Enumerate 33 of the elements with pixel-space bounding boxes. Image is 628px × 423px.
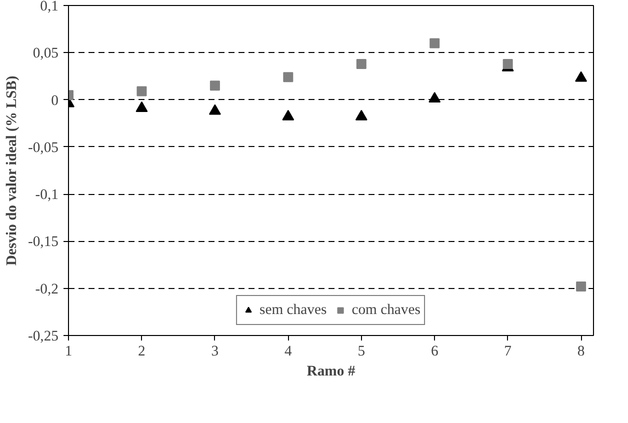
point: [502, 58, 513, 69]
point: [575, 71, 588, 82]
y-tick-label: -0,2: [35, 281, 58, 298]
y-tick-label: -0,05: [28, 140, 58, 156]
x-tick-label: 1: [64, 344, 72, 360]
point: [210, 80, 220, 91]
point: [430, 38, 440, 48]
point: [136, 86, 147, 96]
x-tick-label: 7: [504, 344, 512, 360]
x-tick-label: 4: [284, 344, 292, 360]
y-tick-label: 0,05: [32, 46, 59, 62]
point: [208, 104, 221, 115]
y-tick-label: 0: [51, 92, 58, 109]
legend-label: com chaves: [352, 302, 420, 318]
y-tick-label: -0,15: [28, 234, 58, 250]
point: [282, 110, 294, 120]
x-axis-title: Ramo #: [306, 364, 356, 380]
x-tick-label: 5: [358, 344, 366, 360]
point: [136, 101, 148, 112]
point: [356, 58, 366, 69]
x-tick-label: 3: [211, 344, 219, 360]
y-axis-title: Desvio do valor ideal (% LSB): [4, 76, 20, 266]
x-tick-label: 2: [138, 344, 146, 360]
point: [283, 72, 294, 82]
y-tick-label: -0,25: [28, 328, 58, 344]
y-tick-label: -0,1: [35, 187, 58, 204]
point: [428, 92, 441, 103]
x-tick-label: 6: [430, 344, 438, 360]
point: [355, 110, 368, 120]
point: [576, 281, 586, 292]
legend-label: sem chaves: [260, 302, 327, 318]
y-tick-label: 0,1: [40, 0, 59, 14]
x-tick-label: 8: [577, 344, 585, 360]
